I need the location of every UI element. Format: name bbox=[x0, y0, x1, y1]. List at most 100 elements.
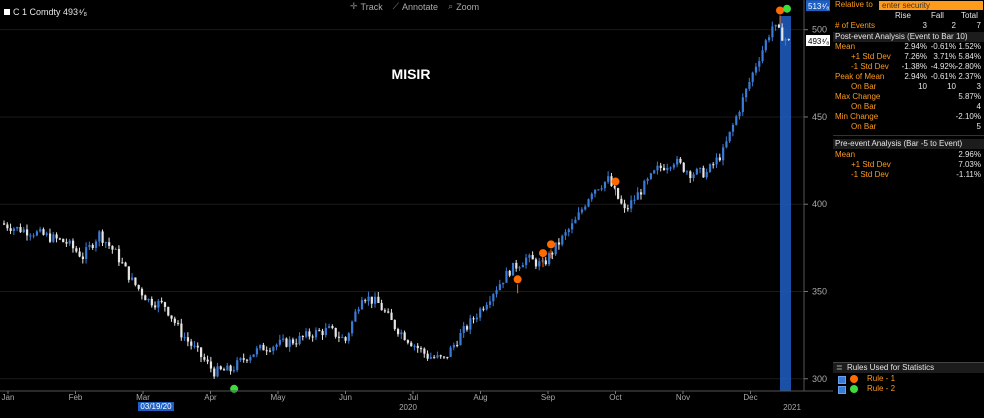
candle-body bbox=[715, 157, 718, 165]
x-tick-label: Sep bbox=[541, 393, 556, 402]
candle-body bbox=[52, 234, 55, 242]
candle-body bbox=[259, 344, 262, 349]
candle-body bbox=[242, 358, 245, 360]
candle-body bbox=[712, 164, 715, 166]
candle-body bbox=[735, 116, 738, 125]
x-axis-ticks: Jan Feb Mar Apr May Jun Jul Aug Sep Oct Nov Dec 2020… bbox=[2, 391, 801, 412]
candle-body bbox=[508, 270, 511, 276]
candle-body bbox=[157, 300, 160, 308]
annotate-button[interactable]: ⟋ Annotate bbox=[393, 1, 438, 12]
rule2-marker[interactable] bbox=[230, 384, 239, 393]
rule1-marker[interactable] bbox=[611, 177, 620, 186]
maxchange-onbar-value: 4 bbox=[976, 102, 981, 111]
candle-body bbox=[186, 337, 190, 342]
candle-body bbox=[282, 338, 285, 340]
candle-body bbox=[442, 356, 446, 358]
candle-body bbox=[708, 164, 712, 172]
candle-body bbox=[406, 340, 410, 343]
candle-body bbox=[29, 235, 32, 237]
candle-body bbox=[78, 251, 81, 257]
y-tick-label: 400 bbox=[812, 199, 827, 209]
relative-to-input[interactable]: enter security bbox=[879, 1, 983, 10]
events-rise: 3 bbox=[922, 21, 927, 30]
minchange-value: -2.10% bbox=[955, 112, 981, 121]
rule2-checkbox[interactable] bbox=[838, 386, 846, 394]
candle-body bbox=[768, 37, 771, 41]
candle-body bbox=[488, 301, 492, 305]
rule1-marker[interactable] bbox=[513, 275, 522, 284]
candle-body bbox=[571, 223, 574, 230]
candle-body bbox=[117, 248, 121, 263]
candle-body bbox=[45, 233, 48, 235]
peak-onbar-fall: 10 bbox=[947, 82, 956, 91]
x-tick-label: Jan bbox=[2, 393, 15, 402]
col-fall: Fall bbox=[931, 11, 944, 20]
candle-body bbox=[16, 227, 19, 229]
rule1-label: Rule - 1 bbox=[867, 374, 896, 383]
grid bbox=[0, 29, 804, 380]
highlight-date-box bbox=[138, 402, 174, 411]
candle-body bbox=[341, 337, 344, 339]
candle-body bbox=[229, 365, 232, 372]
candle-body bbox=[518, 267, 521, 269]
candle-body bbox=[9, 228, 12, 231]
candle-body bbox=[738, 111, 741, 117]
candle-body bbox=[94, 241, 98, 248]
candle-body bbox=[492, 294, 495, 302]
mean-fall: -0.61% bbox=[930, 42, 956, 51]
candle-body bbox=[511, 262, 515, 276]
candle-body bbox=[764, 40, 767, 51]
candle-body bbox=[291, 339, 295, 344]
candle-body bbox=[173, 318, 176, 323]
pre-mean-value: 2.96% bbox=[958, 150, 981, 159]
candle-body bbox=[91, 244, 94, 248]
candle-body bbox=[495, 290, 498, 295]
candle-body bbox=[505, 270, 508, 283]
candle-body bbox=[419, 348, 423, 350]
rule1-marker[interactable] bbox=[539, 249, 547, 258]
minchange-label: Min Change bbox=[835, 112, 879, 121]
candle-body bbox=[32, 235, 35, 237]
candle-body bbox=[548, 253, 551, 265]
price-tag bbox=[806, 35, 830, 47]
candle-body bbox=[75, 248, 78, 252]
x-tick-label: Mar bbox=[136, 393, 150, 402]
x-tick-label: Apr bbox=[204, 393, 217, 402]
candle-body bbox=[351, 321, 354, 334]
candle-body bbox=[25, 229, 29, 236]
track-button[interactable]: ✛ Track bbox=[350, 1, 383, 12]
col-rise: Rise bbox=[895, 11, 912, 20]
candle-body bbox=[337, 336, 341, 338]
candle-body bbox=[127, 266, 130, 280]
candle-body bbox=[557, 242, 561, 245]
ticker-label: C 1 Comdty bbox=[13, 7, 61, 17]
chart-title: MISIR bbox=[392, 66, 431, 82]
candle-body bbox=[449, 347, 452, 357]
candle-body bbox=[354, 311, 357, 322]
price-tag-label: 493⁴⁄₈ bbox=[808, 37, 829, 46]
rule2-marker[interactable] bbox=[783, 4, 791, 13]
candle-body bbox=[485, 304, 488, 310]
candle-body bbox=[528, 255, 531, 258]
pre-plus-std-value: 7.03% bbox=[958, 160, 981, 169]
candle-body bbox=[393, 319, 396, 330]
zoom-button[interactable]: ⌕ Zoom bbox=[448, 1, 479, 12]
candle-body bbox=[268, 350, 272, 352]
candle-body bbox=[324, 327, 327, 336]
candle-body bbox=[68, 240, 71, 244]
events-fall: 2 bbox=[951, 21, 956, 30]
peak-rise: 2.94% bbox=[904, 72, 927, 81]
y-tick-label: 350 bbox=[812, 287, 827, 297]
candle-body bbox=[285, 338, 288, 347]
candle-body bbox=[577, 212, 580, 220]
candle-body bbox=[22, 229, 25, 233]
rule1-checkbox[interactable] bbox=[838, 376, 846, 384]
candle-body bbox=[554, 242, 557, 255]
candle-body bbox=[344, 337, 347, 341]
rule1-marker[interactable] bbox=[547, 240, 555, 249]
crosshair-icon: ✛ bbox=[350, 1, 358, 11]
candle-body bbox=[239, 358, 242, 361]
rule1-marker[interactable] bbox=[776, 6, 784, 15]
candle-body bbox=[600, 188, 603, 190]
